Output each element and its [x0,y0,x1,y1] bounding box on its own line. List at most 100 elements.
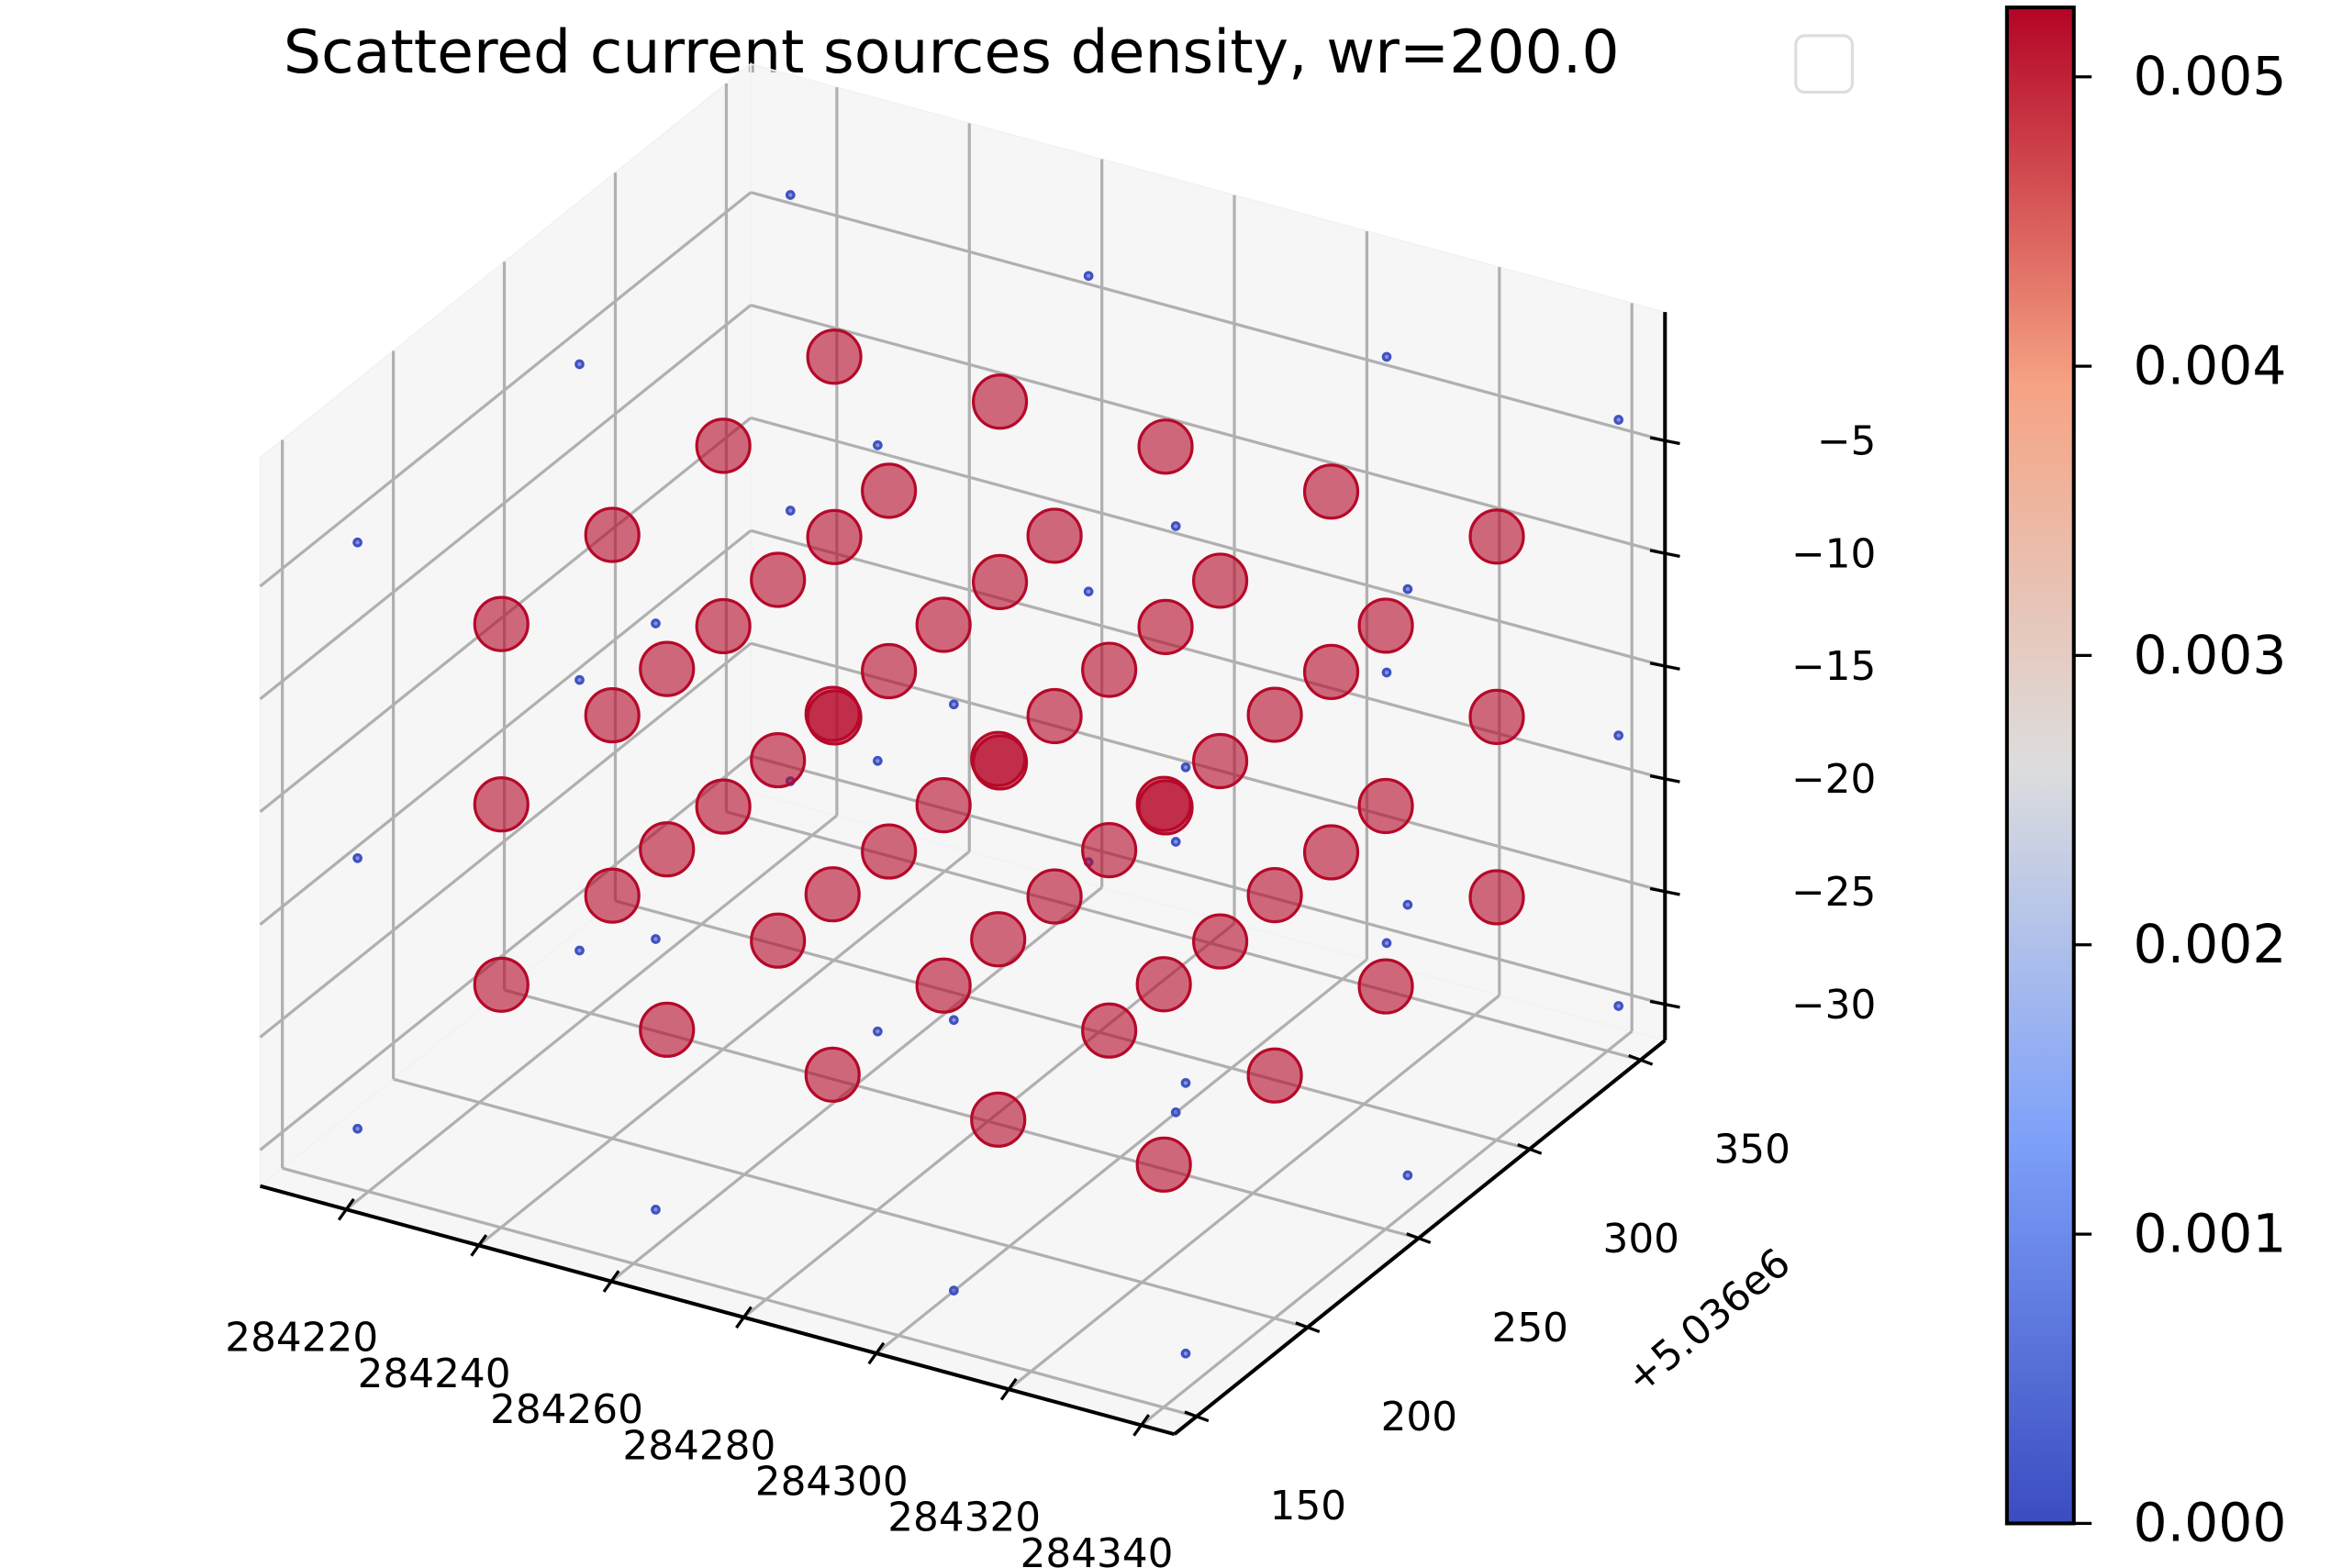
data-point [785,190,796,200]
data-point [1381,351,1392,362]
data-point [1026,507,1083,564]
data-point [1135,775,1192,832]
data-point [352,852,362,863]
data-point [861,642,918,700]
data-point [1081,822,1138,879]
data-point [1613,730,1624,740]
data-point [1135,956,1192,1013]
data-point [915,777,972,834]
data-point [1402,899,1413,910]
data-point [1083,271,1094,282]
data-point [1137,418,1194,475]
data-point [1081,1002,1138,1059]
data-point [970,911,1027,968]
data-point [352,537,362,548]
x-tick-label: 284220 [225,1315,378,1362]
data-point [1357,777,1414,835]
z-tick-label: −25 [1791,869,1876,916]
data-point [873,1026,883,1037]
z-tick-label: −15 [1791,643,1876,690]
data-point [806,328,863,385]
legend [1794,34,1855,95]
data-point [873,439,883,450]
data-point [1357,958,1414,1015]
y-tick-label: 250 [1492,1305,1568,1351]
data-point [584,506,641,563]
data-point [1357,597,1414,654]
data-point [1135,1136,1192,1193]
colorbar-tick-label: 0.002 [2134,913,2287,975]
colorbar [2004,6,2076,1526]
grid-line [259,529,753,926]
data-point [948,699,959,710]
grid-line [259,641,753,1039]
data-point [695,597,752,655]
chart-title: Scattered current sources density, wr=20… [284,18,1620,87]
z-tick-label: −20 [1791,756,1876,803]
y-tick-label: 150 [1270,1483,1346,1529]
colorbar-tick-label: 0.004 [2134,334,2287,396]
data-point [1180,762,1191,773]
y-tick-label: 300 [1603,1216,1679,1262]
data-point [785,506,796,516]
data-point [1402,584,1413,595]
data-point [806,508,863,565]
data-point [695,778,752,835]
data-point [970,1091,1027,1148]
data-point [970,730,1027,787]
data-point [804,1046,861,1103]
x-tick-label: 284260 [490,1386,643,1433]
data-point [1302,824,1360,881]
data-point [1192,913,1249,970]
data-point [1083,586,1094,597]
data-point [639,640,696,697]
data-point [584,687,641,744]
grid-line [259,304,753,701]
data-point [584,867,641,924]
grid-line [393,1077,1309,1329]
data-point [1302,643,1360,700]
data-point [948,1285,959,1296]
data-point [639,821,696,878]
data-point [651,934,661,944]
data-point [750,912,807,969]
data-point [651,1205,661,1215]
data-point [1246,686,1303,743]
data-point [972,373,1029,430]
data-point [1170,1107,1181,1118]
data-point [861,462,918,519]
data-point [1192,552,1249,609]
x-tick-label: 284280 [622,1422,775,1469]
grid-line [750,754,1666,1006]
x-tick-label: 284340 [1021,1530,1174,1568]
data-point [915,957,972,1014]
data-point [1137,598,1194,655]
data-point [1246,1047,1303,1104]
data-point [1026,868,1083,925]
x-tick-label: 284300 [755,1459,909,1506]
data-point [972,553,1029,610]
data-point [750,732,807,789]
data-point [1613,415,1624,425]
data-point [574,359,585,370]
colorbar-tick-label: 0.000 [2134,1492,2287,1554]
data-point [1402,1170,1413,1181]
grid-line [282,1166,1198,1418]
data-point [651,618,661,628]
data-point [1381,667,1392,678]
axis-line [259,1184,1176,1437]
axis-line [1173,1039,1667,1436]
z-tick-label: −5 [1817,417,1876,464]
data-point [1180,1348,1191,1359]
x-tick-label: 284320 [887,1495,1041,1541]
data-point [861,823,918,880]
colorbar-tick-label: 0.005 [2134,45,2287,107]
data-point [873,755,883,766]
grid-line [750,191,1666,442]
data-point [1170,521,1181,531]
y-offset-label: +5.036e6 [1617,1240,1800,1403]
data-point [804,866,861,923]
grid-line [259,191,753,588]
data-point [1468,508,1525,565]
data-point [1302,463,1360,520]
